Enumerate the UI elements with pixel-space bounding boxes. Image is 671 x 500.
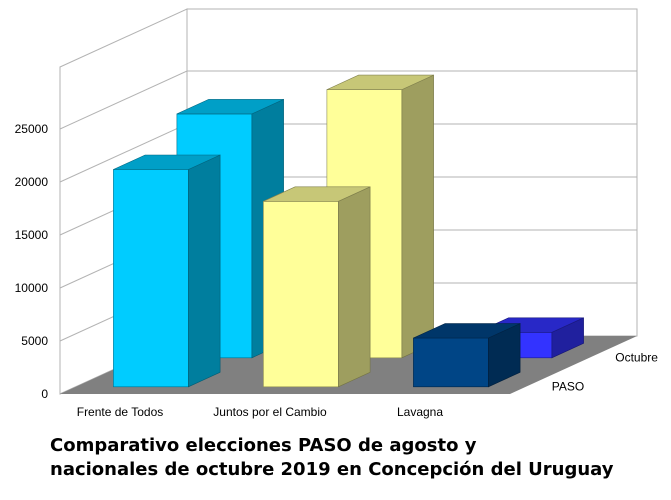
gridline (59, 70, 637, 130)
bar-top (326, 74, 434, 90)
bar-paso-3 (413, 323, 521, 388)
y-tick-label: 15000 (15, 228, 49, 242)
bar-top (263, 186, 371, 202)
y-tick-label: 5000 (21, 334, 48, 348)
bar-side (338, 186, 371, 388)
bar-top (176, 99, 284, 115)
bar-top (113, 154, 221, 170)
chart-title: Comparativo elecciones PASO de agosto y … (50, 434, 660, 482)
bar-side (401, 74, 434, 359)
bar-front (413, 337, 489, 388)
bar-top (413, 323, 521, 339)
chart-title-line-2: nacionales de octubre 2019 en Concepción… (50, 459, 614, 480)
y-tick-label: 25000 (15, 122, 49, 136)
bar-paso-2 (263, 186, 371, 388)
series-label: Octubre (615, 351, 658, 365)
category-label: Lavagna (397, 405, 443, 419)
y-tick-label: 20000 (15, 175, 49, 189)
y-tick-label: 10000 (15, 281, 49, 295)
bar-front (113, 169, 189, 388)
series-label: PASO (552, 380, 584, 394)
bars (113, 74, 584, 388)
y-tick-label: 0 (41, 387, 48, 401)
bar-paso-1 (113, 154, 221, 388)
bar-side (188, 154, 221, 388)
depth-axis-series-labels: PASO Octubre (552, 351, 659, 394)
x-axis-categories: Frente de Todos Juntos por el Cambio Lavag… (77, 405, 444, 419)
chart-title-line-1: Comparativo elecciones PASO de agosto y (50, 435, 477, 456)
bar-front (263, 201, 339, 388)
y-axis-ticks: 0 5000 10000 15000 20000 25000 (15, 122, 49, 401)
category-label: Frente de Todos (77, 405, 164, 419)
category-label: Juntos por el Cambio (213, 405, 327, 419)
